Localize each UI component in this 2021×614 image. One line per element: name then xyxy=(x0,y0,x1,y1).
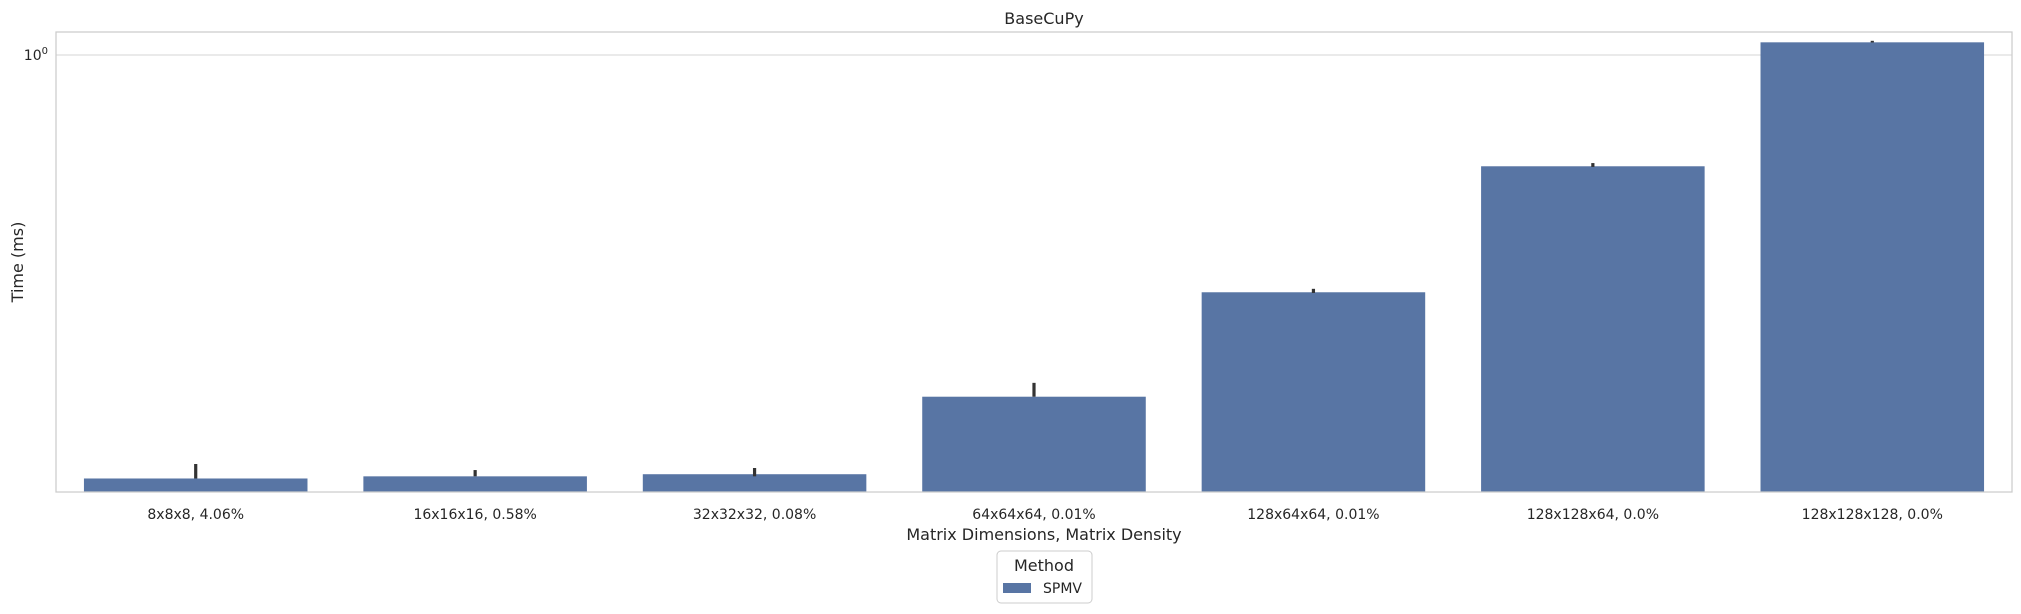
bar xyxy=(83,478,308,492)
error-bars-layer xyxy=(194,40,1874,479)
bar xyxy=(922,396,1146,492)
x-tick-label: 8x8x8, 4.06% xyxy=(147,507,244,523)
chart-title: BaseCuPy xyxy=(1004,9,1083,28)
bar xyxy=(363,476,587,492)
x-tick-label: 128x128x128, 0.0% xyxy=(1802,507,1943,523)
legend: Method SPMV xyxy=(996,550,1093,604)
x-tick-label: 32x32x32, 0.08% xyxy=(693,507,816,523)
x-tick-label: 128x128x64, 0.0% xyxy=(1527,507,1659,523)
x-tick-labels: 8x8x8, 4.06% 16x16x16, 0.58% 32x32x32, 0.0… xyxy=(147,507,1943,523)
x-axis-label: Matrix Dimensions, Matrix Density xyxy=(906,525,1181,544)
legend-entry-spmv: SPMV xyxy=(1043,581,1082,597)
bar xyxy=(642,474,867,492)
plot-frame xyxy=(55,31,2013,493)
bar xyxy=(1481,166,1705,492)
legend-swatch-spmv xyxy=(1003,583,1031,593)
x-tick-label: 64x64x64, 0.01% xyxy=(972,507,1095,523)
y-axis-label: Time (ms) xyxy=(8,222,27,304)
y-tick-base: 10 xyxy=(24,48,42,64)
x-tick-label: 128x64x64, 0.01% xyxy=(1247,507,1379,523)
y-tick-exponent: 0 xyxy=(42,46,48,57)
bar xyxy=(1201,292,1426,492)
bars-layer xyxy=(83,42,1985,493)
y-tick-label: 100 xyxy=(24,46,48,64)
bar xyxy=(1760,42,1985,493)
x-tick-label: 16x16x16, 0.58% xyxy=(413,507,536,523)
y-tick-labels: 100 xyxy=(24,46,48,64)
legend-title: Method xyxy=(1014,556,1074,575)
